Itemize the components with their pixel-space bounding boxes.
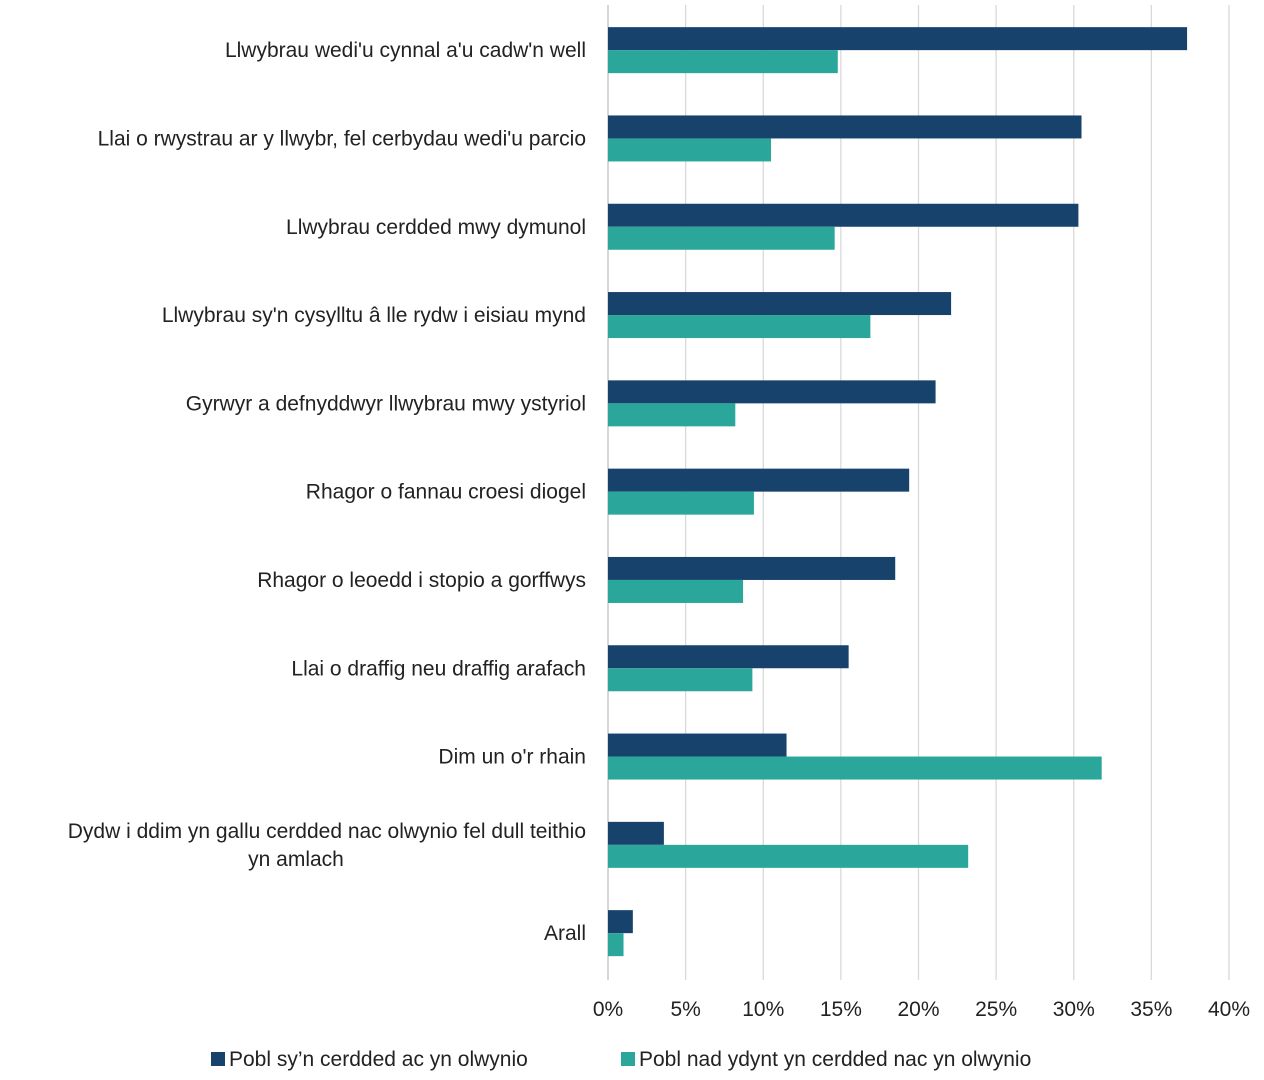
bar-walkers — [608, 733, 787, 757]
bar-walkers — [608, 645, 849, 669]
category-label: Arall — [544, 922, 586, 945]
category-label: Dim un o'r rhain — [438, 746, 586, 769]
legend-label-walkers: Pobl sy’n cerdded ac yn olwynio — [229, 1048, 528, 1071]
bar-walkers — [608, 27, 1188, 51]
bar-non-walkers — [608, 579, 744, 603]
bar-non-walkers — [608, 491, 754, 515]
bar-walkers — [608, 556, 896, 580]
bar-non-walkers — [608, 315, 871, 339]
bar-non-walkers — [608, 933, 624, 957]
bar-non-walkers — [608, 403, 736, 427]
category-label: Llwybrau cerdded mwy dymunol — [286, 216, 586, 239]
bar-walkers — [608, 821, 664, 845]
category-label: Llwybrau sy'n cysylltu â lle rydw i eisi… — [162, 304, 586, 327]
x-tick-label: 30% — [1053, 998, 1095, 1021]
x-tick-label: 15% — [820, 998, 862, 1021]
x-tick-label: 5% — [670, 998, 700, 1021]
x-axis-ticks: 0% 5% 10% 15% 20% 25% 30% 35% 40% — [593, 998, 1250, 1021]
x-tick-label: 35% — [1130, 998, 1172, 1021]
bar-walkers — [608, 292, 952, 316]
bar-non-walkers — [608, 668, 753, 692]
bar-walkers — [608, 380, 936, 404]
bar-walkers — [608, 910, 633, 934]
bar-non-walkers — [608, 138, 772, 162]
category-label: Dydw i ddim yn gallu cerdded nac olwynio… — [68, 820, 586, 843]
category-labels: Llwybrau wedi'u cynnal a'u cadw'n well Ll… — [68, 39, 586, 945]
category-label: yn amlach — [248, 848, 344, 871]
legend: Pobl sy’n cerdded ac yn olwynio Pobl nad … — [211, 1048, 1031, 1071]
category-label: Gyrwyr a defnyddwyr llwybrau mwy ystyrio… — [186, 392, 586, 415]
bar-non-walkers — [608, 844, 969, 868]
bar-non-walkers — [608, 226, 835, 250]
category-label: Rhagor o leoedd i stopio a gorffwys — [257, 569, 586, 592]
gridlines — [607, 5, 1230, 980]
x-tick-label: 10% — [742, 998, 784, 1021]
bar-walkers — [608, 468, 910, 492]
legend-label-non-walkers: Pobl nad ydynt yn cerdded nac yn olwynio — [639, 1048, 1031, 1071]
x-tick-label: 20% — [897, 998, 939, 1021]
bar-walkers — [608, 115, 1082, 139]
bar-walkers — [608, 203, 1079, 227]
x-tick-label: 40% — [1208, 998, 1250, 1021]
category-label: Rhagor o fannau croesi diogel — [306, 481, 586, 504]
x-tick-label: 0% — [593, 998, 623, 1021]
legend-swatch-non-walkers — [621, 1052, 635, 1066]
category-label: Llai o rwystrau ar y llwybr, fel cerbyda… — [98, 127, 586, 150]
x-tick-label: 25% — [975, 998, 1017, 1021]
bar-non-walkers — [608, 50, 838, 74]
legend-swatch-walkers — [211, 1052, 225, 1066]
bars — [608, 27, 1188, 957]
category-label: Llai o draffig neu draffig arafach — [291, 657, 586, 680]
category-label: Llwybrau wedi'u cynnal a'u cadw'n well — [225, 39, 586, 62]
bar-non-walkers — [608, 756, 1102, 780]
